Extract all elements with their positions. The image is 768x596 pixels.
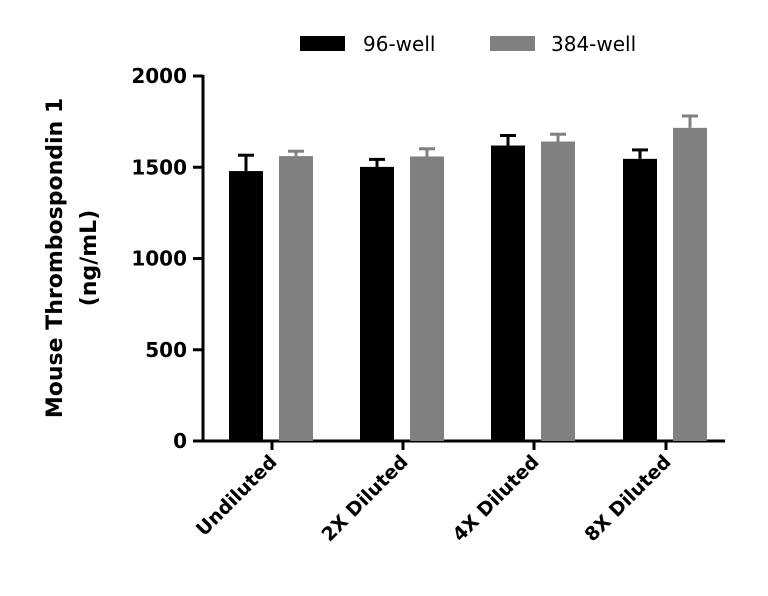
legend-swatch-96-well xyxy=(300,36,345,51)
y-axis-label-line1: Mouse Thrombospondin 1 xyxy=(43,98,68,418)
y-tick-label: 2000 xyxy=(131,64,187,88)
x-tick-label: 2X Diluted xyxy=(318,451,413,546)
legend-label-384-well: 384-well xyxy=(551,32,636,56)
y-tick-label: 1500 xyxy=(131,155,187,179)
y-axis-label-line2: (ng/mL) xyxy=(77,210,102,307)
bar-384-well xyxy=(541,141,575,441)
y-tick-label: 1000 xyxy=(131,247,187,271)
bar-384-well xyxy=(279,156,313,441)
bar-96-well xyxy=(229,171,263,441)
bar-96-well xyxy=(623,158,657,442)
legend: 96-well 384-well xyxy=(300,32,636,56)
bar-96-well xyxy=(360,166,394,441)
legend-label-96-well: 96-well xyxy=(363,32,435,56)
x-tick-label: 8X Diluted xyxy=(581,451,676,546)
y-tick-label: 500 xyxy=(145,338,187,362)
bar-96-well xyxy=(491,145,525,441)
bar-384-well xyxy=(410,156,444,442)
legend-swatch-384-well xyxy=(490,36,535,51)
x-tick-label: 4X Diluted xyxy=(449,451,544,546)
y-tick-label: 0 xyxy=(173,429,187,453)
x-tick-label: Undiluted xyxy=(192,451,282,541)
bar-384-well xyxy=(673,127,707,441)
